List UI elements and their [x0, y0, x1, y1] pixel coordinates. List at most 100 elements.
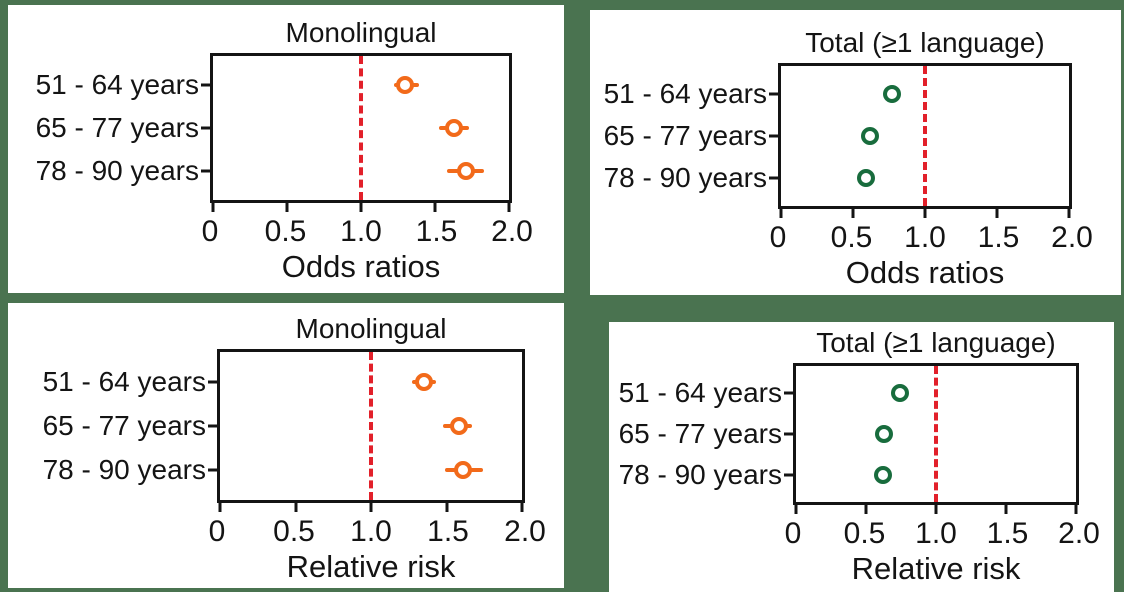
reference-line	[923, 66, 927, 206]
x-axis-title: Odds ratios	[845, 255, 1005, 290]
x-tick-label: 0	[201, 215, 219, 248]
x-axis-tick	[1067, 209, 1071, 218]
y-axis-category-label: 51 - 64 years	[618, 377, 782, 409]
reference-line	[934, 366, 938, 502]
y-axis-tick	[784, 391, 793, 395]
x-tick-label: 1.5	[977, 221, 1020, 254]
x-tick-label: 1.0	[904, 221, 946, 254]
panel-relative-risk-total: Total (≥1 language) 51 - 64 years 65 - 7…	[609, 322, 1114, 592]
x-axis-tick	[779, 209, 783, 218]
x-axis-tick	[433, 203, 437, 212]
x-tick-label: 0.5	[843, 517, 886, 550]
data-point-marker	[873, 465, 892, 484]
y-axis-category-label: 65 - 77 years	[35, 112, 199, 143]
y-axis-category-label: 78 - 90 years	[618, 458, 782, 490]
data-point-marker	[445, 119, 464, 137]
x-tick-label: 1.0	[915, 517, 957, 550]
x-tick-label: 0.5	[264, 215, 307, 248]
x-axis-title: Relative risk	[286, 549, 456, 584]
y-axis-tick	[784, 432, 793, 436]
x-axis-title: Relative risk	[851, 551, 1021, 586]
y-axis-category-label: 78 - 90 years	[42, 454, 206, 486]
panel-odds-ratios-total: Total (≥1 language) 51 - 64 years 65 - 7…	[590, 10, 1121, 295]
x-axis-tick	[923, 209, 927, 218]
data-point-marker	[449, 417, 468, 435]
data-point-marker	[396, 75, 415, 94]
x-axis-tick	[995, 209, 999, 218]
x-tick-label: 0	[208, 515, 226, 548]
y-axis-category-label: 65 - 77 years	[42, 410, 206, 441]
plot-box: 51 - 64 years 65 - 77 years 78 - 90 year…	[604, 63, 1072, 218]
x-axis-tick	[294, 503, 297, 512]
y-axis-tick	[769, 92, 778, 96]
y-axis-category-label: 65 - 77 years	[603, 120, 767, 151]
y-axis-tick	[208, 424, 217, 428]
x-axis-tick	[359, 203, 363, 212]
x-axis-tick	[851, 209, 855, 218]
x-tick-label: 0	[784, 517, 802, 550]
x-axis-tick	[794, 505, 798, 514]
x-axis-tick-labels: 0 0.5 1.0 1.5 2.0	[209, 515, 546, 549]
y-axis-tick	[201, 126, 210, 130]
chart-title: Monolingual	[285, 17, 437, 48]
y-axis-tick	[784, 473, 793, 477]
data-point-marker	[861, 127, 880, 145]
x-axis-tick	[1074, 505, 1078, 514]
data-point-marker	[890, 384, 909, 403]
x-axis-tick	[285, 203, 289, 212]
chart-title: Monolingual	[295, 313, 447, 344]
y-axis-category-label: 78 - 90 years	[603, 162, 767, 193]
y-axis-tick	[201, 83, 210, 87]
x-tick-label: 1.5	[415, 215, 458, 248]
x-tick-label: 0	[769, 221, 787, 254]
x-axis-tick	[934, 505, 938, 514]
x-tick-label: 2.0	[1051, 221, 1093, 254]
y-axis-tick	[769, 134, 778, 138]
x-axis-title: Odds ratios	[281, 249, 441, 284]
x-tick-label: 2.0	[491, 215, 533, 248]
y-axis-category-label: 51 - 64 years	[603, 78, 767, 109]
plot-box: 51 - 64 years 65 - 77 years 78 - 90 year…	[619, 363, 1079, 514]
data-point-marker	[856, 169, 875, 187]
panel-odds-ratios-monolingual: Monolingual 51 - 64 years 65 - 77 years …	[8, 5, 564, 293]
x-tick-label: 1.5	[427, 515, 469, 548]
x-axis-tick	[507, 203, 511, 212]
x-tick-label: 0.5	[830, 221, 873, 254]
chart-title: Total (≥1 language)	[805, 27, 1045, 58]
x-axis-tick	[864, 505, 868, 514]
x-axis-tick	[520, 503, 524, 512]
x-tick-label: 1.5	[986, 517, 1029, 550]
y-axis-category-label: 65 - 77 years	[618, 418, 782, 449]
y-axis-category-label: 51 - 64 years	[35, 68, 199, 100]
x-axis-tick-labels: 0 0.5 1.0 1.5 2.0	[770, 221, 1093, 255]
reference-line	[369, 352, 373, 500]
y-axis-tick	[769, 176, 778, 180]
y-axis-tick	[208, 468, 217, 472]
x-tick-label: 2.0	[504, 515, 546, 548]
x-tick-label: 1.0	[340, 215, 382, 248]
y-axis-category-label: 78 - 90 years	[35, 155, 199, 187]
plot-box: 51 - 64 years 65 - 77 years 78 - 90 year…	[43, 349, 525, 512]
x-tick-label: 2.0	[1058, 517, 1100, 550]
x-tick-label: 1.0	[350, 515, 392, 548]
data-point-marker	[454, 461, 473, 480]
y-axis-tick	[201, 169, 210, 173]
data-point-marker	[457, 162, 476, 181]
x-axis-tick	[369, 503, 373, 512]
data-point-marker	[875, 425, 894, 443]
data-point-marker	[882, 85, 901, 103]
reference-line	[359, 56, 363, 200]
chart-title: Total (≥1 language)	[816, 327, 1056, 358]
x-axis-tick	[211, 203, 215, 212]
data-point-marker	[414, 372, 433, 391]
y-axis-tick	[208, 380, 217, 384]
y-axis-category-label: 51 - 64 years	[42, 365, 206, 397]
panel-relative-risk-monolingual: Monolingual 51 - 64 years 65 - 77 years …	[8, 303, 564, 588]
x-axis-tick	[1004, 505, 1008, 514]
x-tick-label: 0.5	[273, 515, 315, 548]
x-axis-tick	[218, 503, 222, 512]
x-axis-tick-labels: 0 0.5 1.0 1.5 2.0	[202, 215, 533, 249]
x-axis-tick-labels: 0 0.5 1.0 1.5 2.0	[785, 517, 1100, 551]
x-axis-tick	[445, 503, 448, 512]
